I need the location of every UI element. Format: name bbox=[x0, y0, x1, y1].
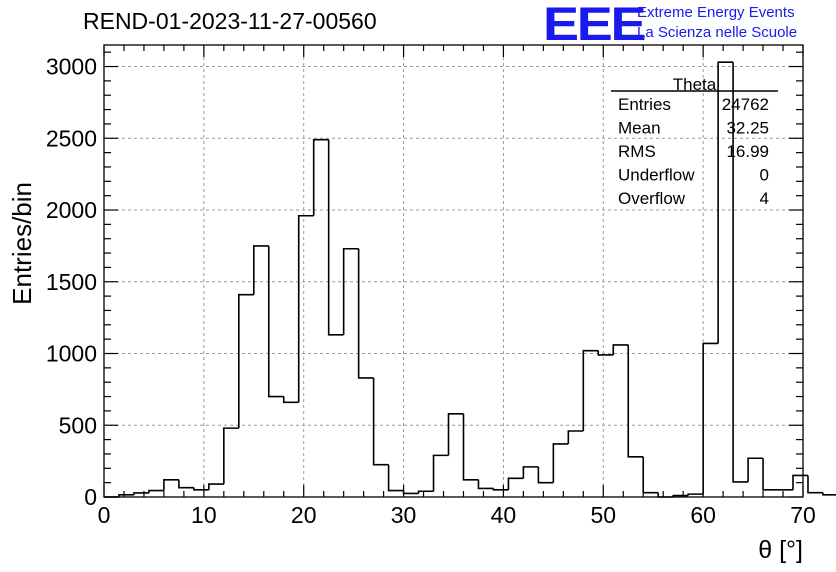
y-tick-label: 2500 bbox=[46, 125, 97, 151]
plot-frame bbox=[103, 44, 804, 498]
eee-logo: EEE bbox=[543, 0, 647, 50]
y-tick-label: 1000 bbox=[46, 341, 97, 367]
histogram-bin bbox=[747, 457, 764, 482]
histogram-bin bbox=[642, 456, 659, 494]
histogram-bin bbox=[447, 412, 464, 456]
histogram-bin bbox=[163, 478, 179, 491]
histogram-bin bbox=[732, 62, 749, 483]
histogram-bin bbox=[822, 492, 836, 496]
histogram-bin bbox=[477, 479, 494, 490]
histogram-bin bbox=[327, 139, 344, 336]
histogram-bin bbox=[178, 479, 194, 489]
x-tick-label: 30 bbox=[391, 502, 417, 528]
x-tick-label: 40 bbox=[491, 502, 517, 528]
x-tick-label: 60 bbox=[690, 502, 716, 528]
histogram-bin bbox=[312, 138, 329, 216]
logo-caption-line2: La Scienza nelle Scuole bbox=[637, 24, 798, 41]
histogram-bin bbox=[492, 488, 509, 491]
histogram-bin bbox=[597, 350, 614, 356]
y-axis-label: Entries/bin bbox=[7, 182, 37, 305]
chart-title: REND-01-2023-11-27-00560 bbox=[83, 8, 377, 34]
histogram-bin bbox=[193, 487, 209, 491]
x-tick-label: 10 bbox=[191, 502, 217, 528]
histogram-bin bbox=[357, 248, 374, 379]
histogram-bin bbox=[267, 245, 284, 398]
y-tick-labels: 0 500 1000 1500 2000 2500 3000 bbox=[46, 54, 97, 510]
histogram-bin bbox=[372, 377, 389, 466]
histogram-bin bbox=[417, 490, 434, 494]
histogram-bin bbox=[133, 492, 149, 495]
stats-label: Mean bbox=[618, 119, 661, 138]
histogram-bin bbox=[507, 477, 524, 490]
histogram-bin bbox=[567, 430, 584, 444]
x-tick-label: 20 bbox=[291, 502, 317, 528]
histogram-bin bbox=[582, 349, 599, 431]
histogram-bin bbox=[402, 490, 419, 495]
x-tick-label: 0 bbox=[98, 502, 111, 528]
stats-label: Underflow bbox=[618, 166, 695, 185]
histogram-bin bbox=[612, 344, 629, 355]
histogram-bin bbox=[148, 489, 164, 493]
logo-caption-line1: Extreme Energy Events bbox=[637, 4, 795, 21]
histogram-bin bbox=[807, 475, 823, 494]
stats-value: 24762 bbox=[722, 95, 769, 114]
x-tick-label: 50 bbox=[590, 502, 616, 528]
x-axis-label: θ [°] bbox=[758, 536, 803, 564]
histogram-bin bbox=[537, 466, 554, 484]
y-tick-label: 1500 bbox=[46, 269, 97, 295]
histogram-bin bbox=[252, 245, 269, 295]
y-tick-label: 2000 bbox=[46, 197, 97, 223]
histogram-bin bbox=[238, 293, 254, 429]
histogram-bin bbox=[282, 396, 299, 404]
histogram-bars bbox=[104, 61, 836, 498]
stats-label: RMS bbox=[618, 142, 656, 161]
stats-value: 0 bbox=[760, 166, 769, 185]
histogram-bin bbox=[342, 247, 359, 335]
histogram-bin bbox=[717, 61, 734, 344]
histogram-bin bbox=[118, 494, 134, 497]
histogram-bin bbox=[522, 466, 539, 479]
stats-title: Theta bbox=[673, 75, 717, 94]
histogram-bin bbox=[297, 214, 314, 403]
histogram-bin bbox=[702, 342, 719, 495]
grid-lines bbox=[104, 45, 803, 497]
histogram-bin bbox=[687, 493, 704, 496]
histogram-bin bbox=[387, 464, 404, 492]
stats-label: Entries bbox=[618, 95, 671, 114]
stats-value: 16.99 bbox=[726, 142, 769, 161]
histogram-bin bbox=[223, 427, 239, 485]
y-tick-label: 3000 bbox=[46, 54, 97, 80]
histogram-bin bbox=[627, 344, 644, 458]
x-tick-label: 70 bbox=[790, 502, 816, 528]
y-tick-label: 500 bbox=[59, 412, 97, 438]
histogram-bin bbox=[762, 458, 779, 491]
stats-label: Overflow bbox=[618, 189, 686, 208]
histogram-bin bbox=[462, 413, 479, 481]
y-tick-label: 0 bbox=[84, 484, 97, 510]
stats-value: 32.25 bbox=[726, 119, 769, 138]
histogram-bin bbox=[208, 483, 224, 490]
x-tick-labels: 0 10 20 30 40 50 60 70 bbox=[98, 502, 816, 528]
histogram-bin bbox=[432, 454, 449, 492]
stats-value: 4 bbox=[760, 189, 769, 208]
axis-ticks bbox=[103, 45, 804, 498]
histogram-bin bbox=[552, 443, 569, 483]
